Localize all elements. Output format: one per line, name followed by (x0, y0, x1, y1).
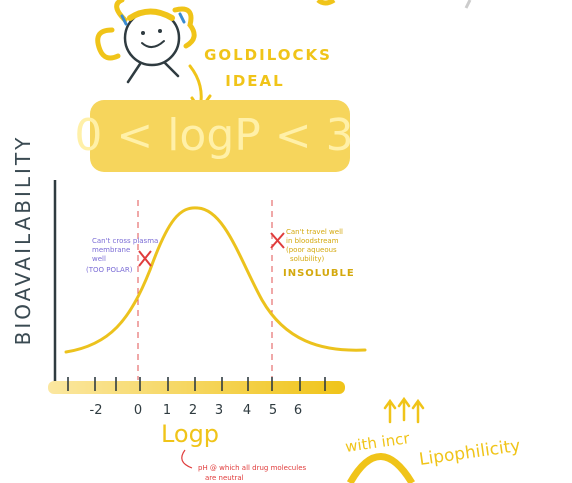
diagram: GOLDILOCKS IDEAL 0 < logP < 3 BIOAVAILAB… (0, 0, 572, 483)
x-tick-label: 5 (269, 403, 277, 418)
x-axis-label: Logp (161, 420, 219, 448)
note-line: solubility) (290, 255, 324, 263)
zero-note: pH @ which all drug molecules are neutra… (198, 464, 306, 482)
y-axis-label: BIOAVAILABILITY (11, 135, 35, 346)
insoluble-tag: INSOLUBLE (283, 268, 355, 279)
note-line: membrane (92, 246, 130, 254)
x-tick-label: 0 (134, 403, 142, 418)
x-mark (139, 251, 151, 266)
arrow (182, 450, 192, 468)
scribble (466, 0, 470, 8)
x-tick-label: 2 (189, 403, 197, 418)
mascot-label: GOLDILOCKS (204, 46, 332, 64)
up-arrows (385, 399, 423, 422)
scribble (318, 0, 334, 3)
note-line: (poor aqueous (286, 246, 337, 254)
x-tick-label: 3 (215, 403, 223, 418)
note-line: in bloodstream (286, 237, 339, 245)
ideal-range: 0 < logP < 3 (74, 110, 353, 161)
note-line: Can't travel well (286, 228, 343, 236)
x-mark (271, 233, 284, 248)
mascot (98, 0, 194, 82)
x-tick-label: 4 (243, 403, 251, 418)
note-line: Can't cross plasma (92, 237, 158, 245)
trend-line: with incr (344, 429, 411, 456)
x-tick-label: -2 (90, 403, 103, 418)
note-line: well (92, 255, 106, 263)
note-line: are neutral (205, 474, 244, 482)
x-tick-label: 1 (163, 403, 171, 418)
tick-labels: -2 0 1 2 3 4 5 6 (90, 403, 303, 418)
arch (350, 457, 412, 483)
note-line: pH @ which all drug molecules (198, 464, 306, 472)
mascot-label: IDEAL (225, 72, 284, 90)
note-line: (TOO POLAR) (86, 266, 133, 274)
x-tick-label: 6 (294, 403, 302, 418)
trend-line: Lipophilicity (418, 436, 522, 470)
right-note: Can't travel well in bloodstream (poor a… (283, 228, 355, 279)
